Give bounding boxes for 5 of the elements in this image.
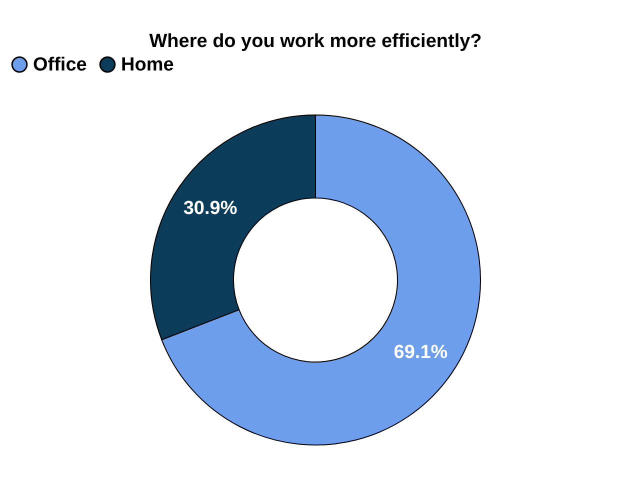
legend-label: Home <box>121 54 174 76</box>
chart-title: Where do you work more efficiently? <box>149 31 482 52</box>
data-label: 30.9% <box>183 198 238 220</box>
data-label: 69.1% <box>394 342 448 363</box>
legend-label: Office <box>33 54 87 76</box>
